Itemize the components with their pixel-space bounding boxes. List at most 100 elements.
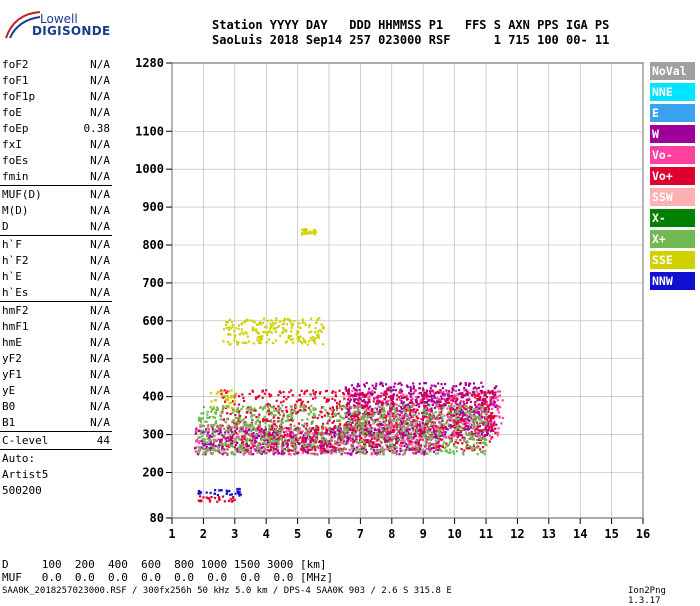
- echo-point-voplus: [272, 405, 275, 408]
- echo-point-w: [427, 403, 430, 406]
- echo-point-w: [348, 406, 351, 409]
- echo-point-xplus: [250, 409, 253, 412]
- echo-point-xplus: [241, 449, 244, 452]
- echo-point-w: [206, 431, 209, 434]
- echo-point-voplus: [241, 442, 244, 445]
- echo-point-xplus: [233, 431, 236, 435]
- echo-point-vominus: [284, 426, 287, 429]
- echo-point-w: [295, 436, 298, 439]
- echo-point-w: [409, 386, 412, 389]
- echo-point-w: [473, 386, 477, 389]
- echo-point-xplus: [360, 429, 363, 432]
- echo-point-sse: [314, 231, 317, 234]
- echo-point-w: [241, 427, 244, 430]
- echo-point-vominus: [458, 391, 461, 395]
- echo-point-vominus: [388, 432, 391, 436]
- echo-point-vominus: [454, 389, 457, 392]
- echo-point-w: [418, 405, 421, 408]
- echo-point-w: [428, 399, 431, 402]
- echo-point-voplus: [300, 389, 303, 392]
- echo-point-vominus: [289, 453, 292, 456]
- echo-point-vominus: [367, 408, 370, 411]
- echo-point-voplus: [439, 389, 442, 392]
- echo-point-w: [433, 396, 436, 399]
- echo-point-voplus: [216, 500, 219, 503]
- echo-point-xplus: [341, 450, 344, 453]
- echo-point-w: [230, 442, 233, 445]
- echo-point-voplus: [362, 428, 366, 431]
- echo-point-w: [385, 400, 388, 404]
- echo-point-w: [412, 382, 415, 385]
- echo-point-vominus: [423, 406, 426, 409]
- echo-point-xplus: [350, 413, 353, 416]
- echo-point-w: [437, 401, 440, 404]
- echo-point-sse: [262, 317, 265, 320]
- echo-point-voplus: [312, 427, 315, 430]
- echo-point-voplus: [479, 442, 482, 445]
- echo-point-voplus: [229, 437, 232, 440]
- echo-point-voplus: [425, 395, 428, 398]
- echo-point-xplus: [385, 426, 388, 429]
- echo-point-xplus: [436, 415, 440, 418]
- echo-point-voplus: [317, 441, 321, 444]
- echo-point-vominus: [261, 429, 264, 432]
- echo-point-w: [225, 440, 228, 443]
- echo-point-voplus: [244, 421, 247, 424]
- echo-point-vominus: [384, 402, 387, 405]
- echo-point-w: [349, 398, 352, 401]
- echo-point-vominus: [332, 447, 335, 450]
- echo-point-xplus: [468, 411, 471, 414]
- echo-point-voplus: [324, 442, 327, 445]
- echo-point-w: [432, 400, 435, 403]
- echo-point-w: [383, 393, 386, 396]
- param-key: foEs: [2, 154, 29, 167]
- echo-point-w: [375, 382, 378, 385]
- echo-point-voplus: [360, 447, 363, 450]
- echo-point-vominus: [452, 433, 456, 436]
- echo-point-xplus: [471, 448, 474, 451]
- echo-point-voplus: [278, 408, 281, 411]
- echo-point-vominus: [374, 397, 377, 400]
- echo-point-voplus: [485, 400, 488, 403]
- echo-point-w: [487, 425, 490, 428]
- echo-point-voplus: [456, 441, 460, 445]
- echo-point-voplus: [364, 439, 367, 442]
- echo-point-xplus: [341, 430, 344, 433]
- echo-point-xplus: [385, 437, 388, 440]
- param-key: foF1p: [2, 90, 36, 103]
- param-key: 500200: [2, 484, 42, 497]
- echo-point-voplus: [478, 396, 481, 399]
- echo-point-xplus: [439, 428, 442, 431]
- echo-point-vominus: [408, 442, 411, 445]
- x-tick-label: 13: [542, 527, 556, 541]
- echo-point-xplus: [302, 410, 305, 413]
- echo-point-voplus: [248, 439, 251, 442]
- echo-point-sse: [299, 335, 302, 338]
- echo-point-vominus: [327, 449, 330, 452]
- echo-point-sse: [214, 399, 217, 402]
- echo-point-voplus: [307, 406, 310, 409]
- echo-point-voplus: [289, 423, 292, 426]
- echo-point-xplus: [344, 406, 347, 410]
- echo-point-voplus: [284, 433, 287, 437]
- echo-point-voplus: [270, 437, 273, 440]
- echo-point-voplus: [226, 390, 229, 393]
- echo-point-sse: [310, 317, 313, 320]
- echo-point-w: [385, 439, 388, 442]
- echo-point-vominus: [198, 449, 201, 452]
- echo-point-nnw: [220, 489, 223, 492]
- echo-point-voplus: [269, 446, 273, 449]
- echo-point-voplus: [312, 397, 315, 400]
- echo-point-vominus: [479, 435, 482, 438]
- echo-point-w: [463, 386, 466, 390]
- echo-point-voplus: [459, 430, 462, 433]
- echo-point-voplus: [376, 443, 379, 446]
- echo-point-sse: [289, 335, 292, 338]
- echo-point-sse: [308, 331, 311, 334]
- echo-point-voplus: [304, 405, 307, 408]
- echo-point-vominus: [437, 425, 440, 428]
- echo-point-voplus: [423, 397, 426, 400]
- echo-point-voplus: [483, 390, 487, 394]
- echo-point-sse: [307, 232, 310, 235]
- echo-point-nnw: [229, 493, 232, 496]
